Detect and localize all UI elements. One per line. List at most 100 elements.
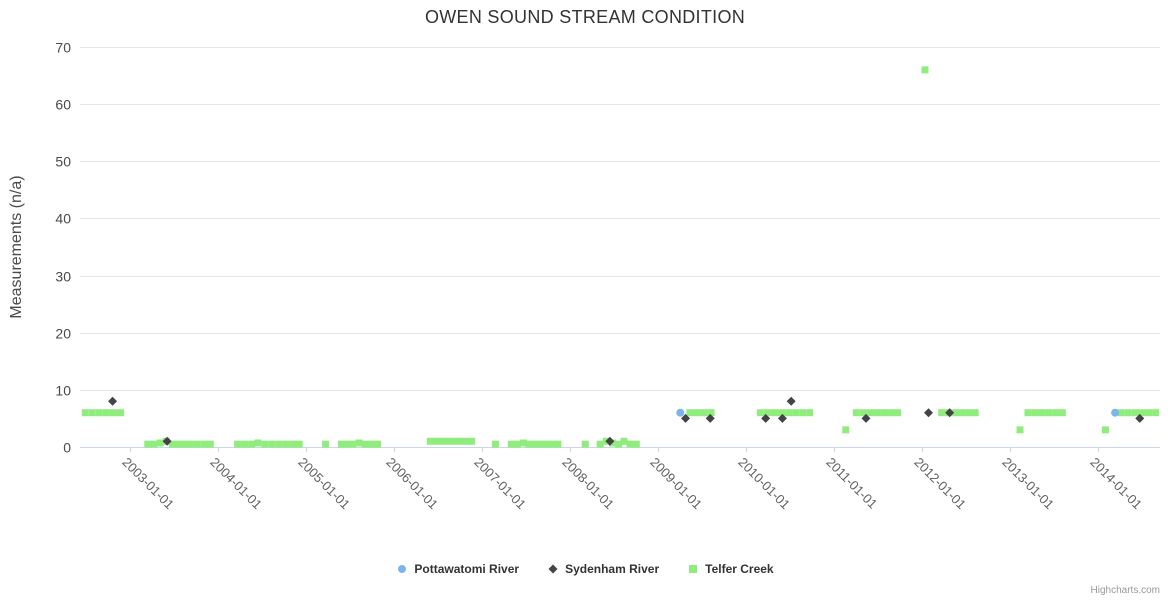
data-point-square[interactable] — [282, 440, 290, 448]
data-point-square[interactable] — [468, 437, 476, 445]
data-point-square[interactable] — [95, 409, 103, 417]
data-point-square[interactable] — [200, 440, 208, 448]
data-point-square[interactable] — [81, 409, 89, 417]
data-point-square[interactable] — [206, 440, 214, 448]
data-point-square[interactable] — [456, 437, 464, 445]
data-point-square[interactable] — [450, 437, 458, 445]
data-point-square[interactable] — [168, 440, 176, 448]
data-point-square[interactable] — [537, 440, 545, 448]
data-point-square[interactable] — [1152, 409, 1160, 417]
data-point-square[interactable] — [344, 440, 352, 448]
data-point-square[interactable] — [248, 440, 256, 448]
data-point-square[interactable] — [1138, 409, 1146, 417]
data-point-square[interactable] — [426, 437, 434, 445]
data-point-square[interactable] — [322, 440, 330, 448]
data-point-square[interactable] — [958, 409, 966, 417]
data-point-square[interactable] — [1016, 426, 1024, 434]
data-point-circle[interactable] — [1111, 408, 1120, 417]
data-point-square[interactable] — [444, 437, 452, 445]
data-point-diamond[interactable] — [861, 413, 871, 423]
data-point-square[interactable] — [1038, 409, 1046, 417]
data-point-square[interactable] — [374, 440, 382, 448]
data-point-square[interactable] — [193, 440, 201, 448]
data-point-diamond[interactable] — [924, 408, 934, 418]
data-point-square[interactable] — [700, 409, 708, 417]
data-point-square[interactable] — [581, 440, 589, 448]
data-point-square[interactable] — [971, 409, 979, 417]
data-point-square[interactable] — [109, 409, 117, 417]
data-point-diamond[interactable] — [945, 408, 955, 418]
data-point-square[interactable] — [520, 439, 528, 447]
data-point-diamond[interactable] — [162, 436, 172, 446]
data-point-square[interactable] — [337, 440, 345, 448]
data-point-square[interactable] — [859, 409, 867, 417]
data-point-square[interactable] — [439, 437, 447, 445]
data-point-square[interactable] — [543, 440, 551, 448]
data-point-square[interactable] — [1101, 426, 1109, 434]
data-point-square[interactable] — [186, 440, 194, 448]
legend-item-telfer-creek[interactable]: Telfer Creek — [687, 562, 774, 576]
data-point-square[interactable] — [175, 440, 183, 448]
data-point-square[interactable] — [144, 440, 152, 448]
data-point-diamond[interactable] — [681, 413, 691, 423]
data-point-square[interactable] — [295, 440, 303, 448]
data-point-square[interactable] — [241, 440, 249, 448]
data-point-square[interactable] — [554, 440, 562, 448]
data-point-diamond[interactable] — [786, 396, 796, 406]
data-point-square[interactable] — [693, 409, 701, 417]
data-point-square[interactable] — [866, 409, 874, 417]
data-point-square[interactable] — [150, 440, 158, 448]
data-point-square[interactable] — [852, 409, 860, 417]
data-point-diamond[interactable] — [1135, 413, 1145, 423]
data-point-square[interactable] — [349, 440, 357, 448]
data-point-square[interactable] — [254, 439, 262, 447]
data-point-square[interactable] — [462, 437, 470, 445]
data-point-square[interactable] — [180, 440, 188, 448]
data-point-square[interactable] — [1145, 409, 1153, 417]
legend-item-pottawatomi-river[interactable]: Pottawatomi River — [396, 562, 519, 576]
data-point-square[interactable] — [1052, 409, 1060, 417]
data-point-square[interactable] — [707, 409, 715, 417]
data-point-square[interactable] — [1124, 409, 1132, 417]
data-point-square[interactable] — [367, 440, 375, 448]
data-point-diamond[interactable] — [761, 413, 771, 423]
data-point-square[interactable] — [1045, 409, 1053, 417]
data-point-square[interactable] — [513, 440, 521, 448]
data-point-square[interactable] — [799, 409, 807, 417]
data-point-square[interactable] — [116, 409, 124, 417]
data-point-square[interactable] — [873, 409, 881, 417]
data-point-square[interactable] — [632, 440, 640, 448]
data-point-diamond[interactable] — [777, 413, 787, 423]
data-point-square[interactable] — [491, 440, 499, 448]
data-point-square[interactable] — [615, 440, 623, 448]
data-point-square[interactable] — [550, 440, 558, 448]
data-point-square[interactable] — [778, 409, 786, 417]
data-point-square[interactable] — [770, 409, 778, 417]
highcharts-credits-link[interactable]: Highcharts.com — [1090, 585, 1160, 596]
data-point-square[interactable] — [261, 440, 269, 448]
data-point-circle[interactable] — [676, 408, 685, 417]
data-point-square[interactable] — [938, 409, 946, 417]
data-point-square[interactable] — [1131, 409, 1139, 417]
data-point-square[interactable] — [88, 409, 96, 417]
data-point-square[interactable] — [355, 439, 363, 447]
data-point-square[interactable] — [626, 440, 634, 448]
data-point-diamond[interactable] — [605, 436, 615, 446]
data-point-square[interactable] — [763, 409, 771, 417]
data-point-square[interactable] — [432, 437, 440, 445]
legend-item-sydenham-river[interactable]: Sydenham River — [547, 562, 659, 576]
data-point-square[interactable] — [531, 440, 539, 448]
data-point-square[interactable] — [952, 409, 960, 417]
data-point-square[interactable] — [894, 409, 902, 417]
data-point-diamond[interactable] — [108, 396, 118, 406]
data-point-square[interactable] — [102, 409, 110, 417]
data-point-square[interactable] — [756, 409, 764, 417]
data-point-square[interactable] — [792, 409, 800, 417]
data-point-square[interactable] — [1024, 409, 1032, 417]
data-point-square[interactable] — [806, 409, 814, 417]
data-point-square[interactable] — [620, 437, 628, 445]
data-point-square[interactable] — [686, 409, 694, 417]
data-point-square[interactable] — [289, 440, 297, 448]
data-point-square[interactable] — [785, 409, 793, 417]
data-point-square[interactable] — [156, 439, 164, 447]
